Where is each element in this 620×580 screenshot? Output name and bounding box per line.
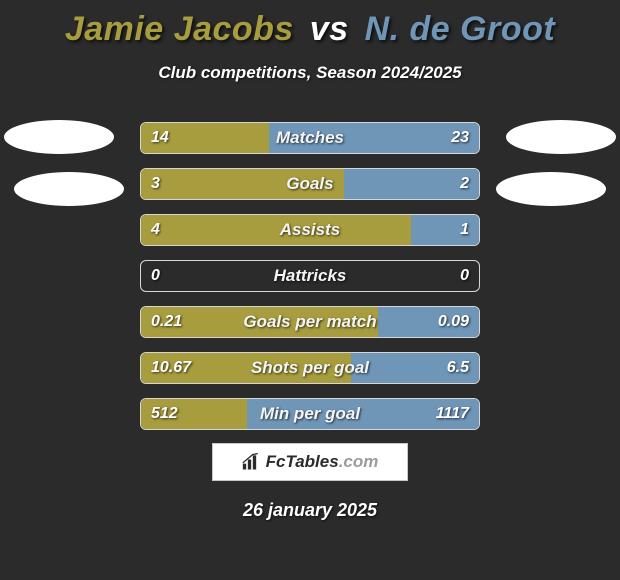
stat-label: Goals per match	[141, 307, 479, 337]
brand-bars-icon	[242, 453, 262, 471]
subtitle: Club competitions, Season 2024/2025	[0, 63, 620, 83]
brand-badge: FcTables.com	[212, 443, 408, 481]
player2-club-placeholder	[496, 172, 606, 206]
stat-label: Min per goal	[141, 399, 479, 429]
stat-label: Shots per goal	[141, 353, 479, 383]
comparison-title: Jamie Jacobs vs N. de Groot	[0, 0, 620, 49]
stat-row: 32Goals	[140, 168, 480, 200]
snapshot-date: 26 january 2025	[0, 500, 620, 521]
stat-row: 41Assists	[140, 214, 480, 246]
player1-name: Jamie Jacobs	[65, 10, 294, 48]
stat-row: 10.676.5Shots per goal	[140, 352, 480, 384]
player1-photo-placeholder	[4, 120, 114, 154]
stat-label: Hattricks	[141, 261, 479, 291]
stat-rows-container: 1423Matches 32Goals 41Assists 00Hattricks 0.…	[140, 122, 480, 444]
vs-label: vs	[310, 10, 349, 48]
stat-row: 0.210.09Goals per match	[140, 306, 480, 338]
stat-row: 1423Matches	[140, 122, 480, 154]
brand-text: FcTables.com	[266, 452, 379, 472]
brand-name: FcTables	[266, 452, 339, 471]
stat-label: Matches	[141, 123, 479, 153]
player1-club-placeholder	[14, 172, 124, 206]
player2-photo-placeholder	[506, 120, 616, 154]
stat-label: Goals	[141, 169, 479, 199]
brand-suffix: .com	[339, 452, 379, 471]
player2-name: N. de Groot	[365, 10, 556, 48]
stat-row: 5121117Min per goal	[140, 398, 480, 430]
stat-label: Assists	[141, 215, 479, 245]
stat-row: 00Hattricks	[140, 260, 480, 292]
